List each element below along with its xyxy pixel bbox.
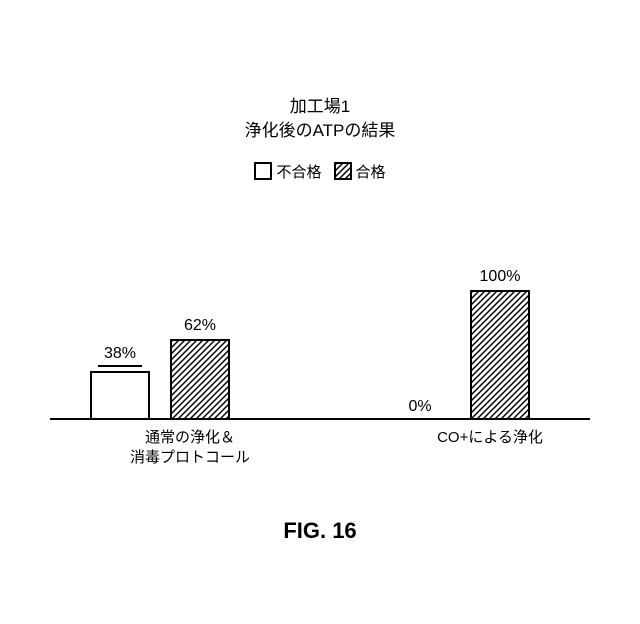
bar-group: 38% 62% bbox=[90, 317, 230, 420]
bar-value-label: 62% bbox=[184, 317, 216, 335]
category-label: CO+による浄化 bbox=[390, 428, 590, 448]
bar: 0% bbox=[390, 398, 450, 420]
bar-pass bbox=[470, 290, 530, 420]
legend-label: 合格 bbox=[356, 161, 386, 182]
category-label: 通常の浄化＆ 消毒プロトコール bbox=[90, 428, 290, 467]
legend-swatch-plain bbox=[254, 162, 272, 180]
figure-caption: FIG. 16 bbox=[0, 518, 640, 544]
bar: 62% bbox=[170, 317, 230, 420]
legend-item: 不合格 bbox=[254, 161, 321, 182]
legend-item: 合格 bbox=[334, 161, 386, 182]
title-line-2: 浄化後のATPの結果 bbox=[0, 119, 640, 143]
bar: 38% bbox=[90, 345, 150, 420]
bar: 100% bbox=[470, 268, 530, 420]
bar-pass bbox=[170, 339, 230, 420]
chart-title: 加工場1 浄化後のATPの結果 bbox=[0, 0, 640, 143]
bar-value-label: 0% bbox=[408, 398, 431, 416]
bar-chart: 38%62%通常の浄化＆ 消毒プロトコール0%100%CO+による浄化 bbox=[50, 235, 590, 420]
legend-label: 不合格 bbox=[276, 161, 321, 182]
bar-group: 0% 100% bbox=[390, 268, 530, 420]
bar-fail bbox=[90, 371, 150, 420]
legend: 不合格 合格 bbox=[0, 161, 640, 186]
legend-swatch-hatch bbox=[334, 162, 352, 180]
bar-value-label: 38% bbox=[98, 345, 142, 367]
figure-container: { "title": { "line1": "加工場1", "line2": "… bbox=[0, 0, 640, 624]
bar-value-label: 100% bbox=[480, 268, 521, 286]
title-line-1: 加工場1 bbox=[0, 95, 640, 119]
